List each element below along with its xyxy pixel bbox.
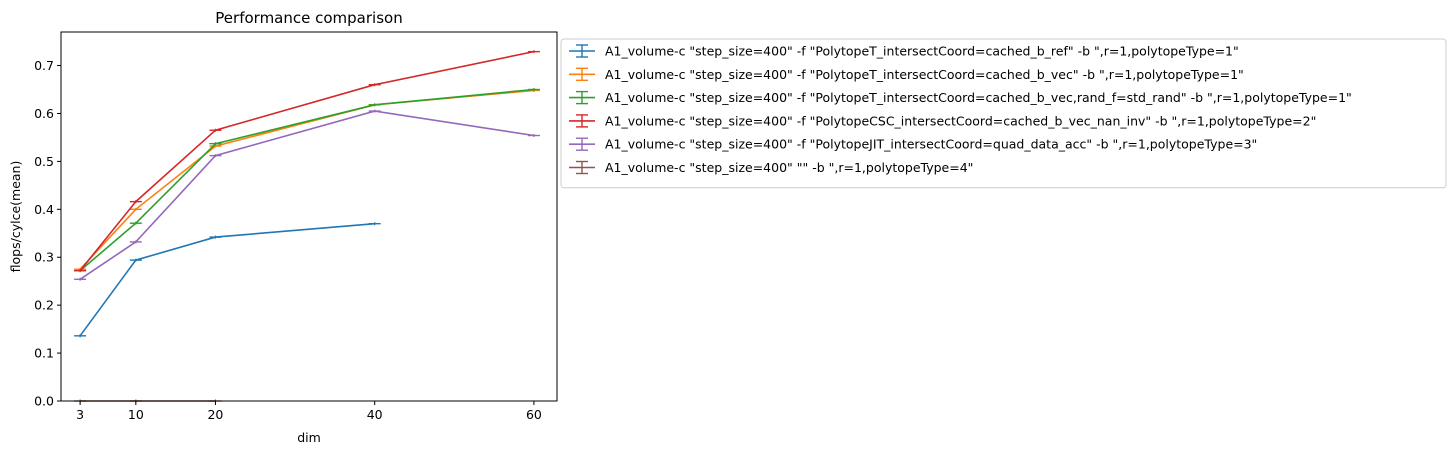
legend-frame xyxy=(560,38,1447,189)
y-tick-label: 0.1 xyxy=(34,346,54,361)
legend: A1_volume-c "step_size=400" -f "Polytope… xyxy=(560,38,1447,189)
x-tick-label: 60 xyxy=(526,407,542,422)
x-tick-label: 10 xyxy=(128,407,144,422)
x-tick-label: 3 xyxy=(76,407,84,422)
x-axis-label: dim xyxy=(297,430,321,445)
series-2 xyxy=(74,88,540,271)
legend-label: A1_volume-c "step_size=400" -f "Polytope… xyxy=(605,137,1257,152)
legend-item: A1_volume-c "step_size=400" -f "Polytope… xyxy=(569,113,1316,128)
series-1 xyxy=(74,222,381,338)
legend-label: A1_volume-c "step_size=400" -f "Polytope… xyxy=(605,67,1244,82)
series-line xyxy=(79,222,375,337)
y-tick-label: 0.6 xyxy=(34,106,54,121)
series-line xyxy=(79,50,535,272)
y-tick-label: 0.7 xyxy=(34,58,54,73)
y-tick-label: 0.3 xyxy=(34,250,54,265)
legend-item: A1_volume-c "step_size=400" -f "Polytope… xyxy=(569,90,1352,105)
legend-item: A1_volume-c "step_size=400" "" -b ",r=1,… xyxy=(569,160,973,175)
legend-label: A1_volume-c "step_size=400" -f "Polytope… xyxy=(605,113,1316,128)
y-tick-label: 0.2 xyxy=(34,298,54,313)
series-5 xyxy=(74,109,540,281)
legend-label: A1_volume-c "step_size=400" "" -b ",r=1,… xyxy=(605,160,973,175)
series-4 xyxy=(74,50,540,273)
x-tick-label: 40 xyxy=(367,407,383,422)
legend-label: A1_volume-c "step_size=400" -f "Polytope… xyxy=(605,90,1352,105)
legend-item: A1_volume-c "step_size=400" -f "Polytope… xyxy=(569,67,1244,82)
legend-item: A1_volume-c "step_size=400" -f "Polytope… xyxy=(569,44,1239,59)
legend-item: A1_volume-c "step_size=400" -f "Polytope… xyxy=(569,137,1257,152)
x-axis: 3 10 20 40 60 xyxy=(76,401,542,422)
chart-title: Performance comparison xyxy=(215,9,402,27)
legend-label: A1_volume-c "step_size=400" -f "Polytope… xyxy=(605,44,1239,59)
plot-frame xyxy=(60,31,558,402)
series-3 xyxy=(74,88,540,273)
series-line xyxy=(79,88,534,272)
y-tick-label: 0.0 xyxy=(34,394,54,409)
plot-area xyxy=(74,50,540,403)
y-axis-label: flops/cylce(mean) xyxy=(8,161,23,273)
series-line xyxy=(79,89,534,270)
y-axis: 0.0 0.1 0.2 0.3 0.4 0.5 0.6 0.7 xyxy=(34,58,61,409)
series-line xyxy=(79,110,535,280)
x-tick-label: 20 xyxy=(207,407,223,422)
y-tick-label: 0.5 xyxy=(34,154,54,169)
y-tick-label: 0.4 xyxy=(34,202,54,217)
